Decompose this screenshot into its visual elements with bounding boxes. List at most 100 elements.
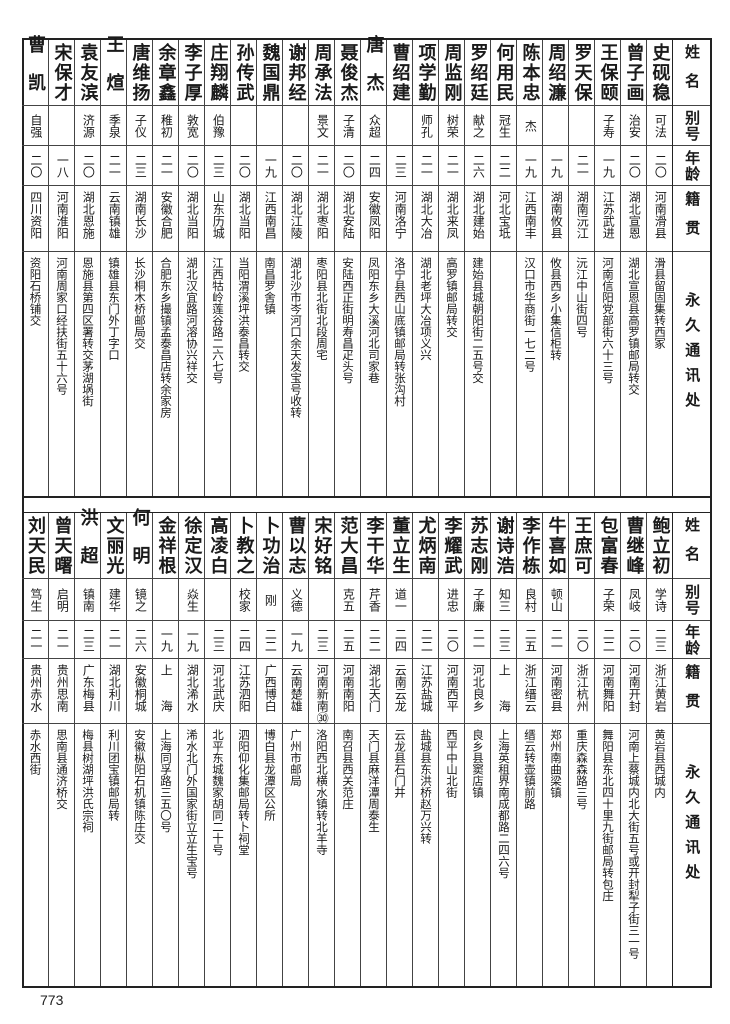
person-age-cell: 二二 (413, 621, 438, 659)
person-origin: 江西南丰 (523, 191, 538, 239)
person-origin-cell: 广西博白 (257, 659, 282, 724)
person-name-cell: 唐杰 (361, 35, 386, 111)
person-age-cell: 二三 (127, 146, 152, 186)
person-name-cell: 曹以志 (283, 513, 308, 579)
person-origin: 河北良乡 (471, 664, 486, 712)
person-address-cell: 广州市邮局 (283, 724, 308, 986)
person-age: 一九 (549, 153, 564, 178)
table-row: 王保颐 子寿 一九 江苏武进 河南信阳党部街六十三号 (594, 40, 620, 496)
table-row: 卜教之 校家 二四 江苏泗阳 泗阳仰化集邮局转卜祠堂 (230, 513, 256, 986)
person-address: 湖北宣恩县高罗镇邮局转交 (626, 257, 641, 395)
person-age: 二三 (81, 627, 96, 652)
person-age: 二二 (419, 627, 434, 652)
person-age-cell: 二一 (465, 621, 490, 659)
person-age-cell: 二一 (413, 146, 438, 186)
table-row: 文丽光 建华 二一 湖北利川 利川团宝镇邮局转 (100, 513, 126, 986)
person-address-cell: 枣阳县北街北段周宅 (309, 252, 334, 496)
person-name: 孙传武 (233, 42, 255, 103)
person-name-cell: 聂俊杰 (335, 40, 360, 106)
table-row: 徐定汉 焱生 一九 湖北浠水 浠水北门外国家街立立生宝号 (178, 513, 204, 986)
person-name: 罗绍廷 (467, 42, 489, 103)
person-origin-cell: 湖北建始 (465, 186, 490, 252)
person-alias-cell (283, 106, 308, 146)
person-age: 二三 (497, 627, 512, 652)
person-origin-cell: 河南滑县 (647, 186, 672, 252)
person-address-cell: 河南周家口经扶街五十六号 (49, 252, 74, 496)
person-name: 李耀武 (441, 515, 463, 576)
person-address-cell (491, 252, 516, 496)
person-address-cell: 重庆森森路三号 (569, 724, 594, 986)
person-age-cell: 二一 (22, 621, 48, 659)
person-name-cell: 周绍濂 (543, 40, 568, 106)
person-address: 江西牯岭莲谷路二六七号 (210, 257, 225, 384)
table-row: 李干华 芹香 二二 湖北天门 天门县麻洋潭周泰生 (360, 513, 386, 986)
person-name: 包富春 (597, 515, 619, 576)
person-alias-cell: 可法 (647, 106, 672, 146)
person-address: 建始县城朝阳街二五号交 (470, 257, 485, 384)
person-address-cell: 黄岩县西城内 (647, 724, 672, 986)
person-address: 利川团宝镇邮局转 (106, 729, 121, 821)
person-address-cell: 湖北汉宜路河溶协兴祥交 (179, 252, 204, 496)
person-origin-cell: 湖南攸县 (543, 186, 568, 252)
person-alias-cell (309, 579, 334, 621)
person-name-cell: 周监刚 (439, 40, 464, 106)
person-age: 二〇 (575, 627, 590, 652)
person-alias-cell: 伯豫 (205, 106, 230, 146)
person-age: 二四 (237, 627, 252, 652)
person-alias: 师孔 (419, 113, 434, 138)
person-age-cell: 一九 (517, 146, 542, 186)
header-origin-cell: 籍贯 (673, 659, 710, 724)
person-address: 梅县树湖坪洪氏宗祠 (80, 729, 95, 833)
person-age: 二六 (133, 627, 148, 652)
person-origin: 河南南阳 (341, 664, 356, 712)
person-origin-cell: 安徽凤阳 (361, 186, 386, 252)
person-origin-cell: 浙江缙云 (517, 659, 542, 724)
person-name: 李作栋 (519, 515, 541, 576)
person-alias: 子廉 (471, 587, 486, 612)
person-age: 二一 (107, 153, 122, 178)
person-origin-cell: 河南淮阳 (49, 186, 74, 252)
person-origin: 云南楚雄 (289, 664, 304, 712)
person-origin: 安徽凤阳 (367, 191, 382, 239)
person-address: 博白县龙潭区公所 (262, 729, 277, 821)
person-address-cell: 湖北宣恩县高罗镇邮局转交 (621, 252, 646, 496)
person-age: 二二 (367, 627, 382, 652)
header-address: 永久通讯处 (683, 764, 702, 889)
person-name-cell: 唐维扬 (127, 40, 152, 106)
table-row: 卜功治刚二二 广西博白 博白县龙潭区公所 (256, 513, 282, 986)
person-alias: 知三 (497, 587, 512, 612)
person-address: 北平东城魏家胡同二十号 (210, 729, 225, 856)
person-age: 二一 (419, 153, 434, 178)
person-name-cell: 李干华 (361, 513, 386, 579)
person-alias: 子寿 (601, 113, 616, 138)
person-age: 二〇 (289, 153, 304, 178)
person-age-cell: 一八 (49, 146, 74, 186)
person-origin-cell: 湖北江陵 (283, 186, 308, 252)
person-alias-cell (257, 106, 282, 146)
person-name: 何用民 (493, 42, 515, 103)
person-age: 二〇 (445, 627, 460, 652)
person-name: 金祥根 (155, 515, 177, 576)
person-origin-cell: 湖北宣恩 (621, 186, 646, 252)
person-address: 长沙桐木桥邮局交 (132, 257, 147, 349)
person-address: 广州市邮局 (288, 729, 303, 787)
person-origin-cell: 云南楚雄 (283, 659, 308, 724)
person-age-cell: 二〇 (231, 146, 256, 186)
person-alias-cell (387, 106, 412, 146)
person-name-cell: 周承法 (309, 40, 334, 106)
person-origin-cell: 河南西平 (439, 659, 464, 724)
person-name: 卜教之 (233, 515, 255, 576)
person-age-cell: 二四 (387, 621, 412, 659)
person-alias-cell: 子仪 (127, 106, 152, 146)
person-origin: 河南密县 (549, 664, 564, 712)
person-age: 二〇 (81, 153, 96, 178)
person-alias-cell: 芹香 (361, 579, 386, 621)
person-age-cell: 二〇 (439, 621, 464, 659)
person-origin-cell: 江西南丰 (517, 186, 542, 252)
person-name: 高凌白 (207, 515, 229, 576)
person-origin-cell: 山东历城 (205, 186, 230, 252)
person-origin-cell: 湖南长沙 (127, 186, 152, 252)
person-age: 一九 (289, 627, 304, 652)
table-row: 牛喜如 顿山 二一 河南密县 郑州南曲梁镇 (542, 513, 568, 986)
person-origin-cell: 湖南沅江 (569, 186, 594, 252)
